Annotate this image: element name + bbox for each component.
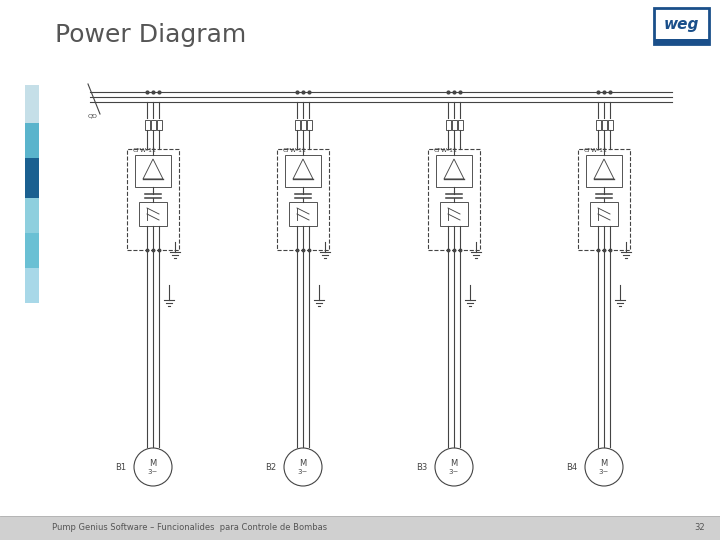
Bar (25, 158, 39, 198)
Bar (436, 155, 472, 187)
Text: M: M (600, 458, 608, 468)
Bar (457, 120, 462, 130)
Text: Pump Genius Software – Funcionalides  para Controle de Bombas: Pump Genius Software – Funcionalides par… (52, 523, 327, 532)
Circle shape (585, 448, 623, 486)
Bar (601, 120, 606, 130)
Circle shape (284, 448, 322, 486)
Bar (135, 155, 171, 187)
Bar (156, 120, 161, 130)
Bar (0, 516, 720, 540)
Text: 3~: 3~ (298, 469, 308, 475)
Text: M: M (300, 458, 307, 468)
Text: 32: 32 (694, 523, 705, 532)
Text: B2: B2 (265, 462, 276, 471)
Bar (578, 149, 630, 250)
Text: CFW-11: CFW-11 (434, 148, 458, 153)
Text: M: M (149, 458, 157, 468)
Text: CFW-11: CFW-11 (584, 148, 608, 153)
Bar (654, 8, 709, 44)
Bar (25, 123, 39, 158)
Text: 3~: 3~ (148, 469, 158, 475)
Bar (608, 120, 613, 130)
Text: M: M (451, 458, 458, 468)
Bar (25, 233, 39, 268)
Bar (277, 149, 329, 250)
Bar (25, 198, 39, 233)
Text: 3~: 3~ (449, 469, 459, 475)
Bar (300, 120, 305, 130)
Text: CFW-11: CFW-11 (283, 148, 307, 153)
Bar (451, 120, 456, 130)
Bar (428, 149, 480, 250)
Bar (25, 85, 39, 123)
Circle shape (134, 448, 172, 486)
Bar (440, 202, 468, 226)
Text: QD: QD (88, 114, 98, 119)
Bar (307, 120, 312, 130)
Bar (446, 120, 451, 130)
Text: Power Diagram: Power Diagram (55, 23, 246, 47)
Bar (285, 155, 321, 187)
Bar (590, 202, 618, 226)
Bar (25, 268, 39, 303)
Bar (150, 120, 156, 130)
Bar (127, 149, 179, 250)
Bar (294, 120, 300, 130)
Text: 3~: 3~ (599, 469, 609, 475)
Bar (139, 202, 167, 226)
Bar (145, 120, 150, 130)
Text: weg: weg (664, 17, 699, 31)
Text: B4: B4 (566, 462, 577, 471)
Circle shape (435, 448, 473, 486)
Bar (289, 202, 317, 226)
Bar (654, 39, 709, 44)
Bar (595, 120, 600, 130)
Text: CFW-11: CFW-11 (133, 148, 157, 153)
Text: B1: B1 (115, 462, 126, 471)
Bar (586, 155, 622, 187)
Text: B3: B3 (415, 462, 427, 471)
